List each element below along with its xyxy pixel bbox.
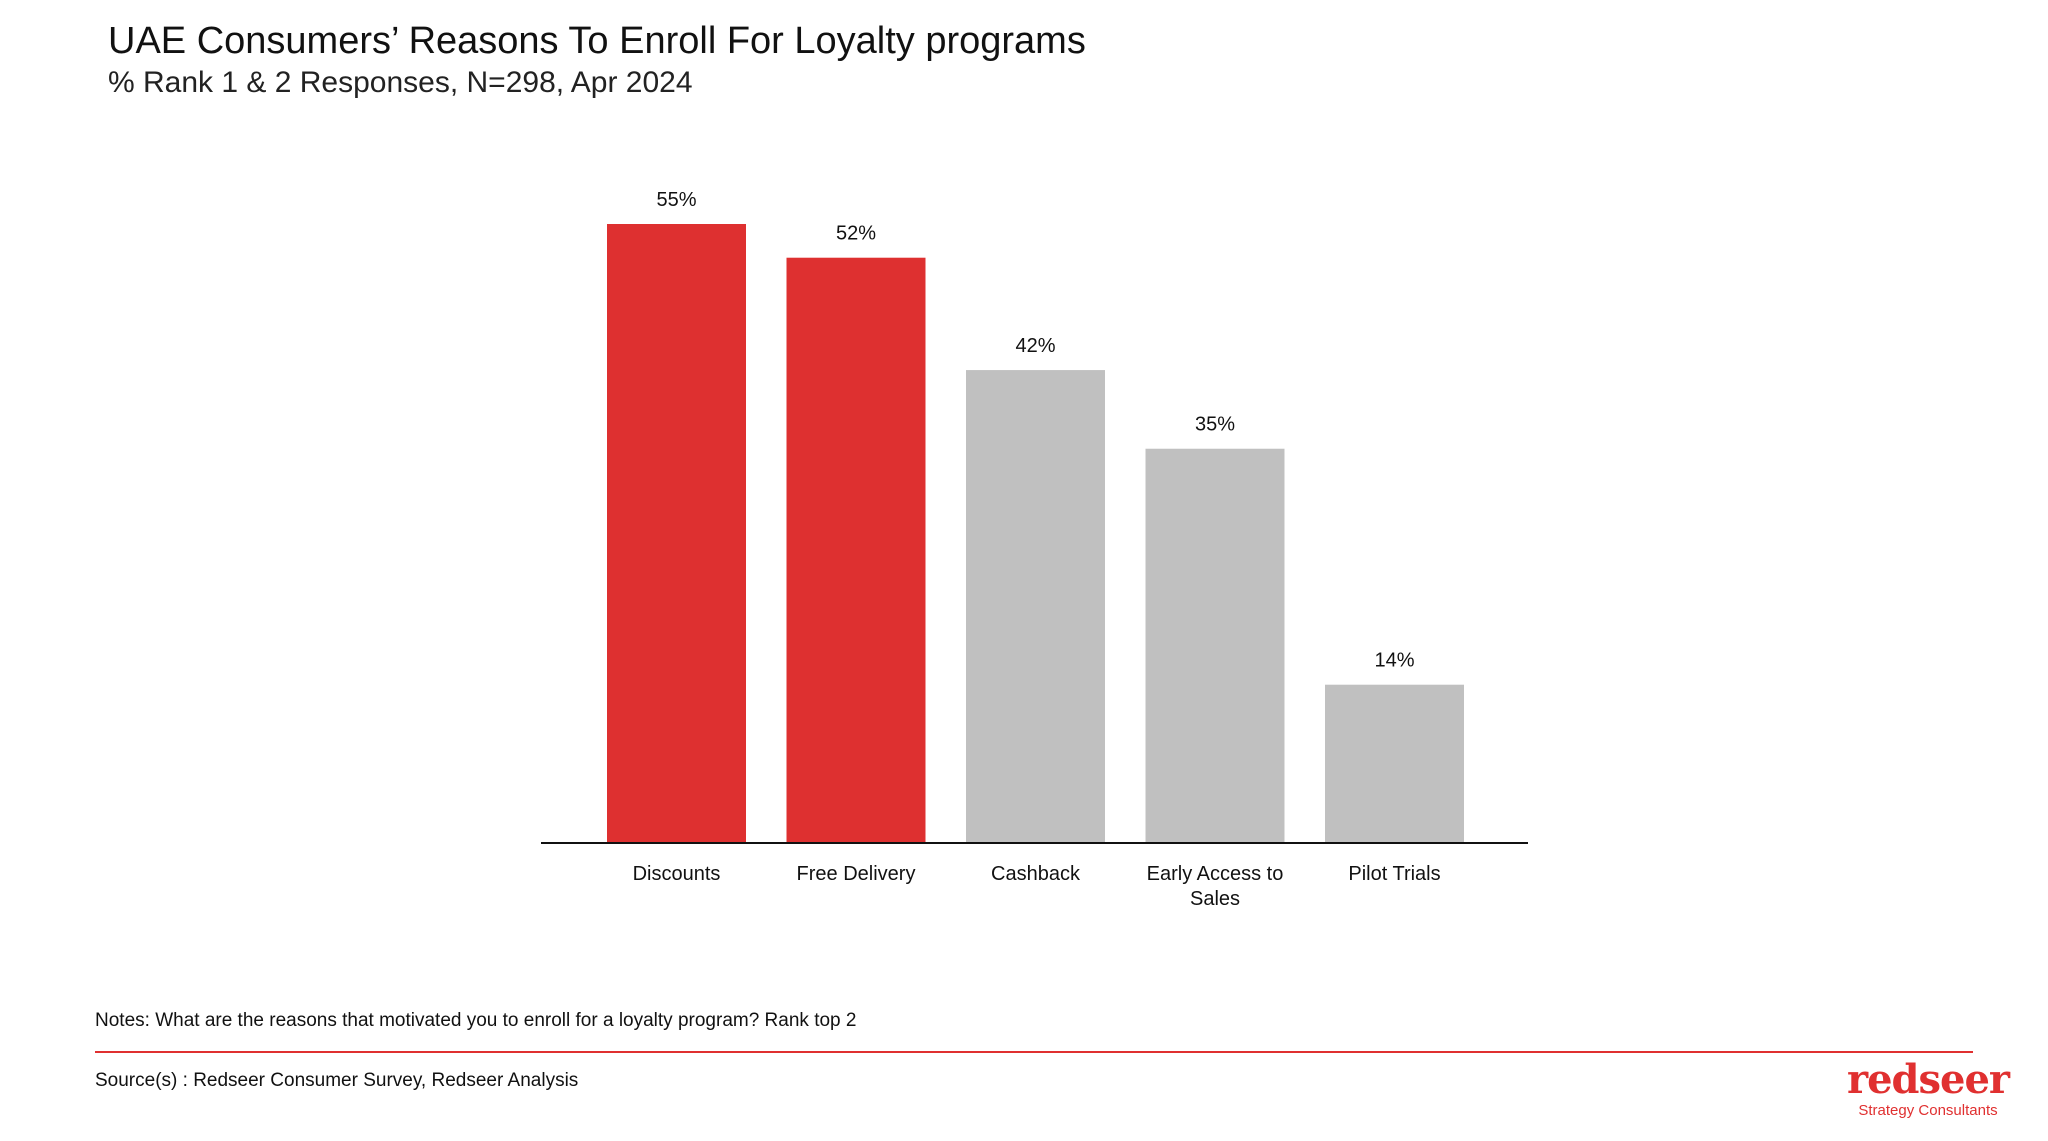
data-label: 14%	[1374, 650, 1414, 672]
chart-title: UAE Consumers’ Reasons To Enroll For Loy…	[108, 20, 1086, 62]
bar	[1325, 684, 1464, 842]
bar	[786, 257, 926, 842]
redseer-logo: redseer Strategy Consultants	[1843, 1056, 2013, 1120]
data-label: 42%	[1015, 335, 1055, 357]
bar-chart: 55% Discounts 52% Free Delivery 42% Cashback 3…	[541, 189, 1528, 910]
source-text: Source(s) : Redseer Consumer Survey, Red…	[95, 1070, 579, 1091]
divider-line	[95, 1051, 1973, 1053]
category-label: Cashback	[991, 863, 1081, 885]
bar	[1145, 448, 1285, 842]
notes-text: Notes: What are the reasons that motivat…	[95, 1010, 857, 1031]
logo-wordmark: redseer	[1847, 1056, 2010, 1103]
category-label: Free Delivery	[797, 863, 916, 885]
bar	[607, 224, 746, 842]
data-label: 52%	[836, 223, 876, 245]
data-label: 35%	[1195, 414, 1235, 436]
chart-subtitle: % Rank 1 & 2 Responses, N=298, Apr 2024	[108, 66, 693, 99]
bar	[966, 370, 1105, 842]
data-label: 55%	[656, 189, 696, 211]
category-label: Discounts	[633, 863, 721, 885]
category-label: Early Access to	[1147, 863, 1284, 885]
logo-tagline: Strategy Consultants	[1858, 1102, 1998, 1119]
category-label: Sales	[1190, 888, 1240, 910]
category-label: Pilot Trials	[1348, 863, 1440, 885]
